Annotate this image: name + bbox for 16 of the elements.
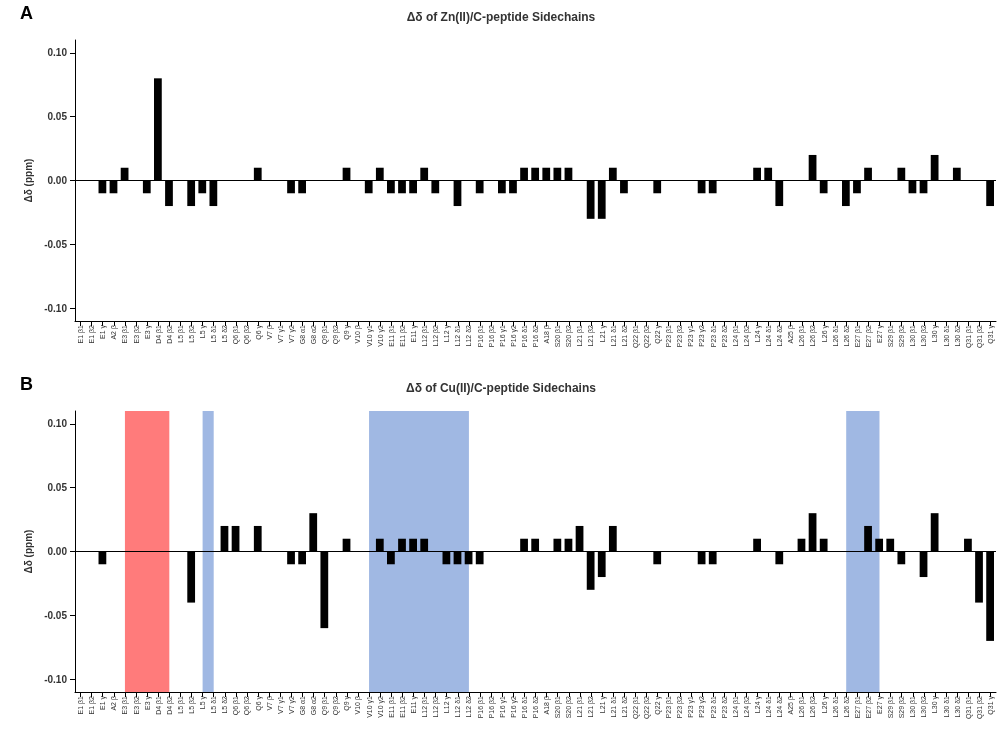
chart-title: Δδ of Zn(II)/C-peptide Sidechains bbox=[406, 10, 596, 24]
y-tick-label: -0.05 bbox=[44, 609, 68, 621]
y-tick-label: 0.10 bbox=[47, 418, 68, 430]
y-tick-label: 0.05 bbox=[47, 482, 68, 494]
y-axis-title: Δδ (ppm) bbox=[22, 158, 34, 203]
y-tick-label: 0.10 bbox=[47, 47, 68, 59]
y-tick-label: 0.00 bbox=[47, 546, 68, 557]
y-tick-label: 0.05 bbox=[47, 111, 68, 123]
text: A bbox=[20, 3, 33, 23]
y-tick-label: -0.10 bbox=[44, 302, 68, 314]
y-tick-label: 0.00 bbox=[47, 175, 68, 186]
y-tick-label: -0.10 bbox=[44, 673, 68, 685]
chart-title: Δδ of Cu(II)/C-peptide Sidechains bbox=[406, 381, 597, 395]
text: B bbox=[20, 374, 33, 394]
y-tick-label: -0.05 bbox=[44, 238, 68, 250]
y-axis-title: Δδ (ppm) bbox=[22, 529, 34, 574]
